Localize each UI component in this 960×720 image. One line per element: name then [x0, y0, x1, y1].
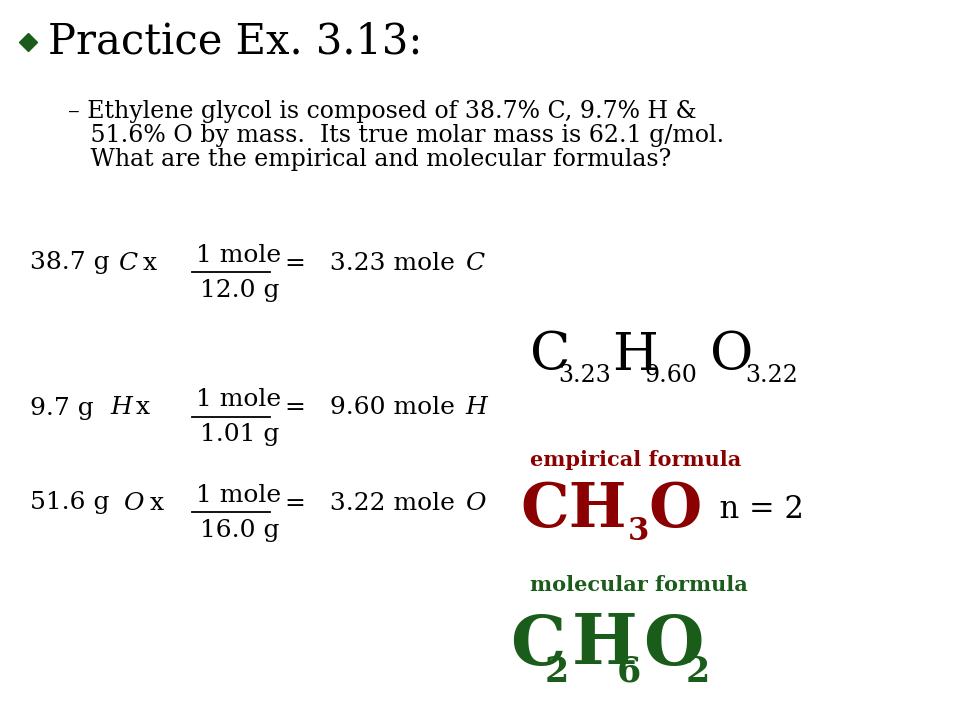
- Text: 38.7 g: 38.7 g: [30, 251, 109, 274]
- Text: 2: 2: [545, 655, 569, 689]
- Text: 9.60: 9.60: [645, 364, 698, 387]
- Text: x: x: [142, 492, 164, 515]
- Text: O: O: [710, 330, 754, 380]
- Text: 12.0 g: 12.0 g: [200, 279, 279, 302]
- Text: C: C: [510, 611, 565, 678]
- Text: – Ethylene glycol is composed of 38.7% C, 9.7% H &: – Ethylene glycol is composed of 38.7% C…: [68, 100, 697, 123]
- Text: 3: 3: [628, 516, 649, 547]
- Text: C: C: [530, 330, 570, 380]
- Text: H: H: [465, 397, 487, 420]
- Text: CH: CH: [520, 480, 627, 540]
- Text: 1 mole: 1 mole: [196, 243, 281, 266]
- Text: 51.6% O by mass.  Its true molar mass is 62.1 g/mol.: 51.6% O by mass. Its true molar mass is …: [68, 124, 724, 147]
- Text: n = 2: n = 2: [700, 495, 804, 526]
- Text: C: C: [465, 251, 484, 274]
- Text: 51.6 g: 51.6 g: [30, 492, 109, 515]
- Text: O: O: [465, 492, 486, 515]
- Text: C: C: [118, 251, 137, 274]
- Text: 6: 6: [617, 655, 641, 689]
- Text: 1 mole: 1 mole: [196, 389, 281, 412]
- Text: H: H: [110, 397, 132, 420]
- Text: x: x: [128, 397, 150, 420]
- Text: What are the empirical and molecular formulas?: What are the empirical and molecular for…: [68, 148, 671, 171]
- Text: =   9.60 mole: = 9.60 mole: [285, 397, 455, 420]
- Text: 2: 2: [686, 655, 710, 689]
- Text: =   3.22 mole: = 3.22 mole: [285, 492, 455, 515]
- Text: 3.23: 3.23: [558, 364, 611, 387]
- Text: 1.01 g: 1.01 g: [200, 423, 279, 446]
- Text: =   3.23 mole: = 3.23 mole: [285, 251, 455, 274]
- Text: 1 mole: 1 mole: [196, 484, 281, 506]
- Text: H: H: [572, 611, 637, 678]
- Text: 9.7 g: 9.7 g: [30, 397, 94, 420]
- Text: O: O: [123, 492, 143, 515]
- Text: O: O: [648, 480, 701, 540]
- Text: 3.22: 3.22: [745, 364, 798, 387]
- Text: molecular formula: molecular formula: [530, 575, 748, 595]
- Text: empirical formula: empirical formula: [530, 450, 741, 470]
- Text: Practice Ex. 3.13:: Practice Ex. 3.13:: [48, 21, 422, 63]
- Text: H: H: [612, 330, 658, 380]
- Text: O: O: [643, 611, 704, 678]
- Text: x: x: [135, 251, 157, 274]
- Text: 16.0 g: 16.0 g: [200, 518, 279, 541]
